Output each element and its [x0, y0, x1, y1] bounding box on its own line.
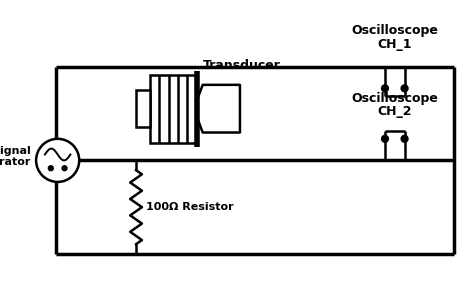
Text: 100Ω Resistor: 100Ω Resistor — [146, 202, 234, 212]
Circle shape — [48, 166, 53, 171]
Text: Oscilloscope: Oscilloscope — [351, 91, 438, 104]
Text: Oscilloscope: Oscilloscope — [351, 24, 438, 37]
Bar — [150, 75, 197, 143]
Text: Transducer: Transducer — [203, 59, 281, 72]
Text: Signal
Generator: Signal Generator — [0, 146, 31, 167]
Circle shape — [382, 136, 388, 142]
Circle shape — [36, 139, 79, 182]
Circle shape — [62, 166, 67, 171]
Circle shape — [382, 85, 388, 92]
Circle shape — [401, 136, 408, 142]
Bar — [136, 90, 150, 128]
Polygon shape — [197, 85, 240, 132]
Circle shape — [401, 85, 408, 92]
Text: CH_2: CH_2 — [377, 105, 412, 118]
Text: CH_1: CH_1 — [377, 38, 412, 51]
